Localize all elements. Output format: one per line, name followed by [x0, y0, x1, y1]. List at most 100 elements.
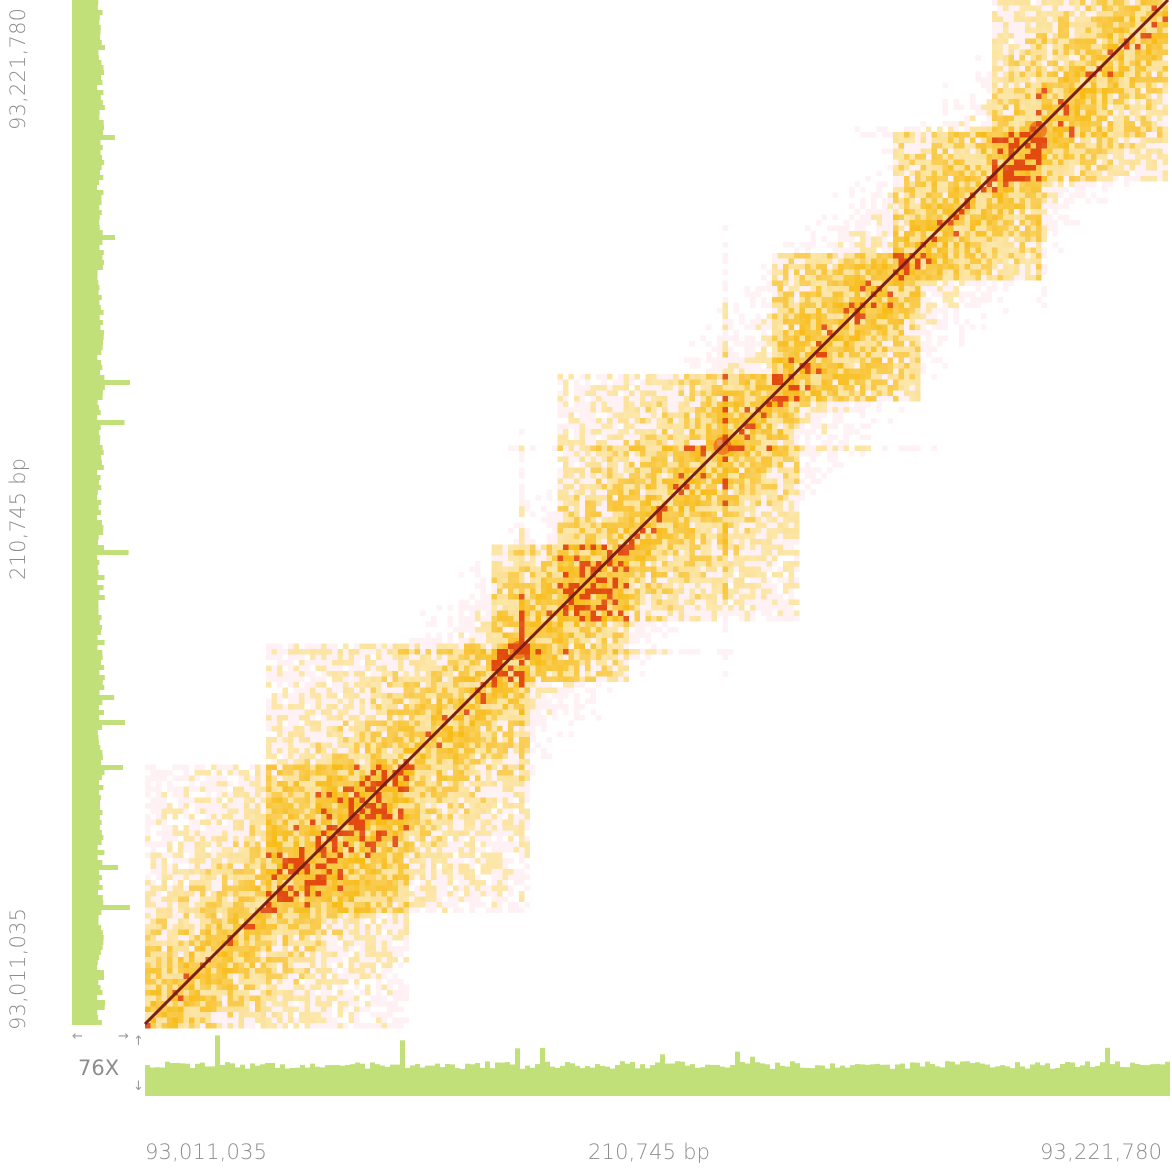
- heatmap-cell: [260, 940, 266, 946]
- heatmap-cell: [464, 764, 470, 770]
- heatmap-cell: [348, 929, 354, 935]
- heatmap-cell: [458, 819, 464, 825]
- heatmap-cell: [612, 484, 618, 490]
- heatmap-cell: [161, 913, 167, 919]
- heatmap-cell: [519, 786, 525, 792]
- heatmap-cell: [640, 418, 646, 424]
- heatmap-cell: [205, 918, 211, 924]
- heatmap-cell: [238, 984, 244, 990]
- heatmap-cell: [381, 775, 387, 781]
- heatmap-cell: [310, 968, 316, 974]
- heatmap-cell: [370, 819, 376, 825]
- heatmap-cell: [436, 632, 442, 638]
- heatmap-cell: [337, 973, 343, 979]
- heatmap-cell: [398, 935, 404, 941]
- heatmap-cell: [491, 786, 497, 792]
- heatmap-cell: [508, 874, 514, 880]
- heatmap-cell: [596, 522, 602, 528]
- heatmap-cell: [442, 847, 448, 853]
- heatmap-cell: [189, 1001, 195, 1007]
- heatmap-cell: [596, 484, 602, 490]
- heatmap-cell: [348, 973, 354, 979]
- heatmap-cell: [310, 891, 316, 897]
- heatmap-cell: [579, 517, 585, 523]
- heatmap-cell: [425, 891, 431, 897]
- heatmap-cell: [469, 698, 475, 704]
- heatmap-cell: [200, 847, 206, 853]
- heatmap-cell: [425, 885, 431, 891]
- heatmap-cell: [332, 918, 338, 924]
- heatmap-cell: [508, 616, 514, 622]
- heatmap-cell: [288, 885, 294, 891]
- heatmap-cell: [557, 654, 563, 660]
- heatmap-cell: [607, 434, 613, 440]
- heatmap-cell: [238, 803, 244, 809]
- heatmap-cell: [348, 803, 354, 809]
- heatmap-cell: [480, 830, 486, 836]
- heatmap-cell: [205, 935, 211, 941]
- heatmap-cell: [282, 726, 288, 732]
- heatmap-cell: [546, 737, 552, 743]
- heatmap-cell: [222, 924, 228, 930]
- heatmap-cell: [486, 709, 492, 715]
- heatmap-cell: [623, 550, 629, 556]
- heatmap-cell: [491, 583, 497, 589]
- heatmap-cell: [370, 880, 376, 886]
- heatmap-cell: [255, 803, 261, 809]
- heatmap-cell: [359, 676, 365, 682]
- heatmap-cell: [469, 869, 475, 875]
- heatmap-cell: [194, 863, 200, 869]
- heatmap-cell: [590, 687, 596, 693]
- heatmap-cell: [337, 995, 343, 1001]
- heatmap-cell: [150, 929, 156, 935]
- heatmap-cell: [381, 1023, 387, 1029]
- heatmap-cell: [315, 682, 321, 688]
- heatmap-cell: [387, 918, 393, 924]
- heatmap-cell: [574, 445, 580, 451]
- heatmap-cell: [145, 891, 151, 897]
- heatmap-cell: [623, 616, 629, 622]
- heatmap-cell: [387, 660, 393, 666]
- heatmap-cell: [178, 803, 184, 809]
- heatmap-cell: [480, 660, 486, 666]
- heatmap-cell: [216, 896, 222, 902]
- heatmap-cell: [167, 847, 173, 853]
- heatmap-cell: [623, 643, 629, 649]
- heatmap-cell: [332, 852, 338, 858]
- heatmap-cell: [216, 951, 222, 957]
- heatmap-cell: [189, 951, 195, 957]
- heatmap-cell: [409, 814, 415, 820]
- heatmap-cell: [431, 671, 437, 677]
- heatmap-cell: [337, 803, 343, 809]
- heatmap-cell: [524, 577, 530, 583]
- heatmap-cell: [596, 407, 602, 413]
- heatmap-cell: [178, 891, 184, 897]
- heatmap-cell: [552, 676, 558, 682]
- heatmap-cell: [425, 643, 431, 649]
- heatmap-cell: [145, 946, 151, 952]
- heatmap-cell: [579, 715, 585, 721]
- heatmap-cell: [497, 808, 503, 814]
- heatmap-cell: [590, 401, 596, 407]
- heatmap-cell: [618, 451, 624, 457]
- heatmap-cell: [502, 742, 508, 748]
- heatmap-cell: [376, 858, 382, 864]
- heatmap-cell: [618, 467, 624, 473]
- heatmap-cell: [574, 638, 580, 644]
- heatmap-cell: [233, 830, 239, 836]
- heatmap-cell: [178, 775, 184, 781]
- heatmap-cell: [420, 803, 426, 809]
- heatmap-cell: [475, 891, 481, 897]
- heatmap-cell: [513, 599, 519, 605]
- heatmap-cell: [574, 616, 580, 622]
- heatmap-cell: [425, 726, 431, 732]
- heatmap-cell: [436, 891, 442, 897]
- heatmap-cell: [530, 599, 536, 605]
- heatmap-cell: [255, 770, 261, 776]
- heatmap-cell: [579, 561, 585, 567]
- heatmap-cell: [519, 693, 525, 699]
- heatmap-cell: [464, 709, 470, 715]
- heatmap-cell: [420, 885, 426, 891]
- heatmap-cell: [211, 836, 217, 842]
